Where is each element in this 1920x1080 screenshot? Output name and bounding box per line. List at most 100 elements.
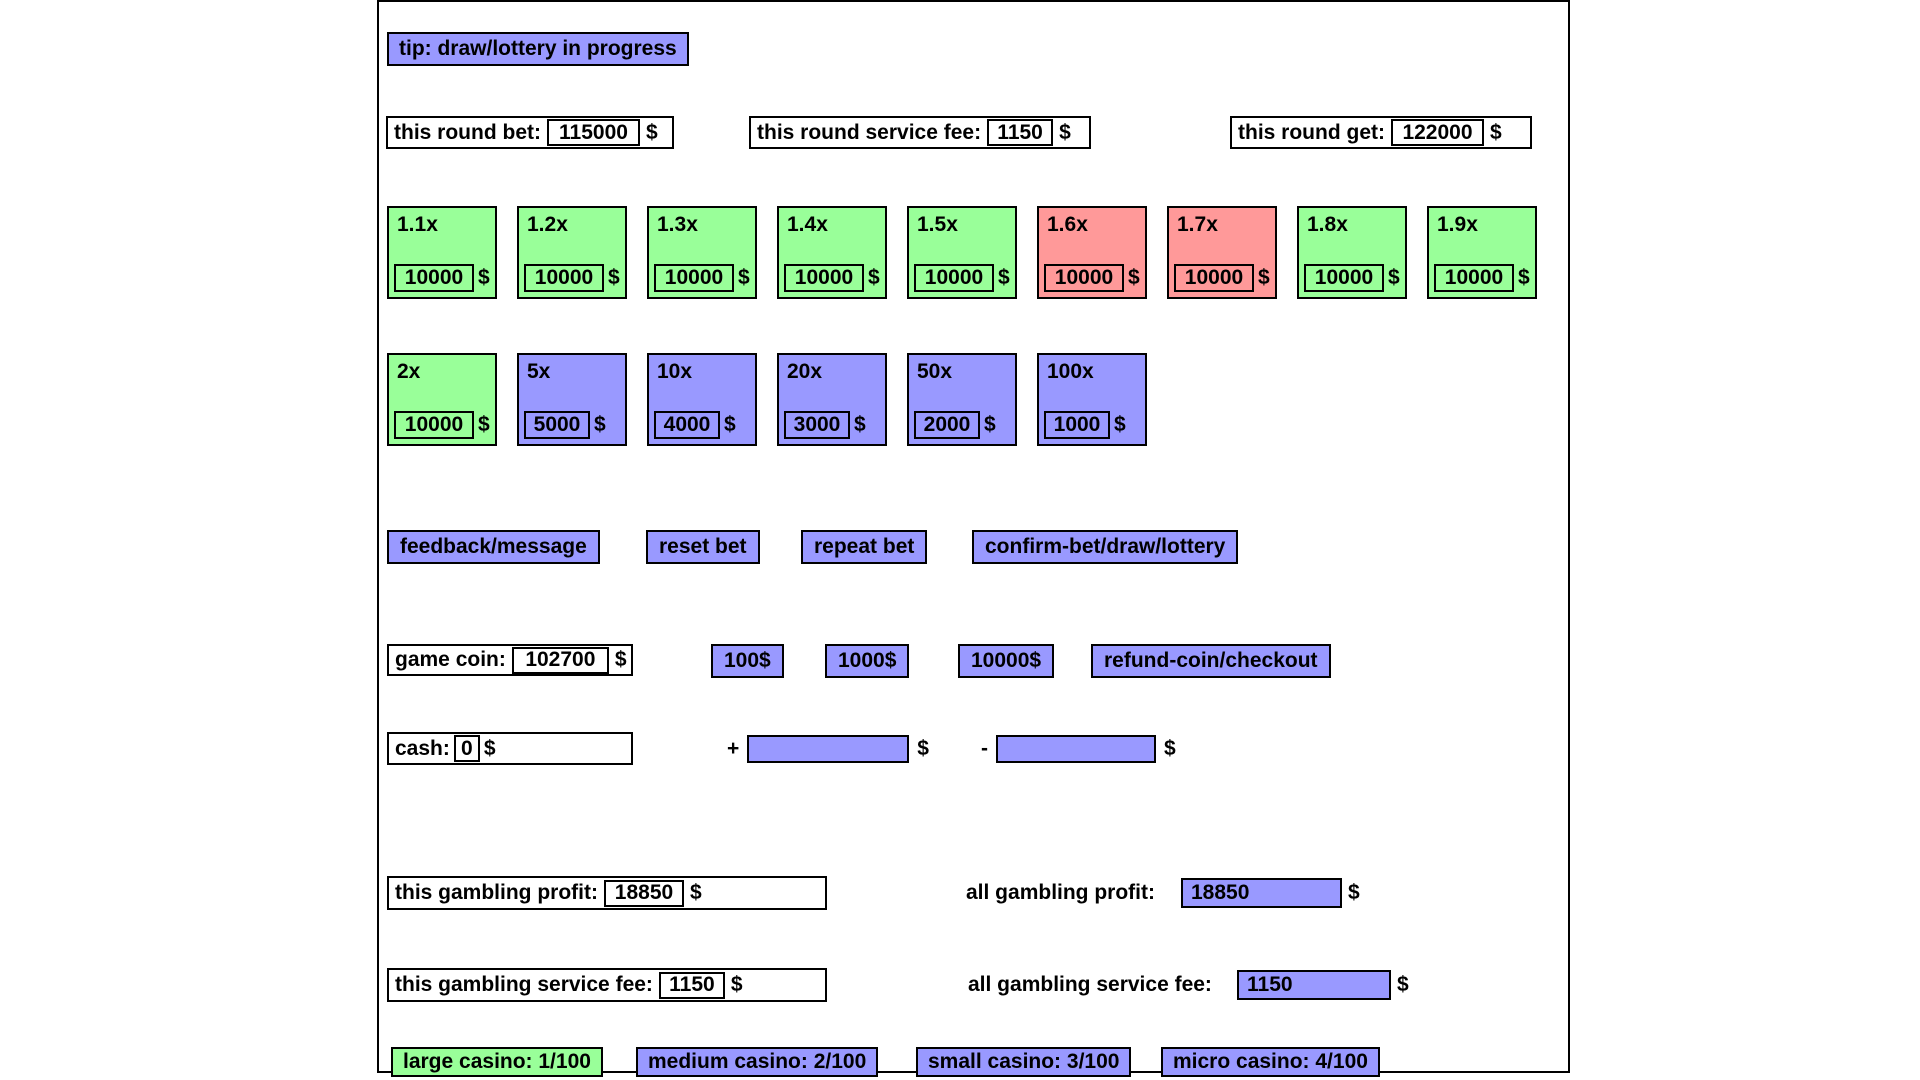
casino-tab-large[interactable]: large casino: 1/100 <box>391 1047 603 1077</box>
minus-sign: - <box>981 736 988 760</box>
this-service-fee-box: this gambling service fee: $ <box>387 968 827 1002</box>
dollar-sign: $ <box>478 413 490 436</box>
round-service-fee-box: this round service fee: $ <box>749 116 1091 149</box>
dollar-sign: $ <box>724 413 736 436</box>
multiplier-label: 50x <box>917 360 953 383</box>
refund-checkout-button[interactable]: refund-coin/checkout <box>1091 644 1331 678</box>
deposit-amount-input[interactable] <box>747 734 910 763</box>
feedback-message-button[interactable]: feedback/message <box>387 530 600 564</box>
multiplier-label: 1.3x <box>657 213 698 236</box>
this-service-fee-input[interactable] <box>658 971 725 999</box>
repeat-bet-button[interactable]: repeat bet <box>801 530 928 564</box>
round-bet-label: this round bet: <box>394 120 541 144</box>
dollar-sign: $ <box>1388 266 1400 289</box>
dollar-sign: $ <box>614 648 627 671</box>
multiplier-label: 1.5x <box>917 213 958 236</box>
dollar-sign: $ <box>1114 413 1126 436</box>
cash-label: cash: <box>395 736 450 760</box>
multiplier-tile-1-3x: 1.3x $ <box>647 206 757 299</box>
multiplier-label: 100x <box>1047 360 1094 383</box>
round-bet-box: this round bet: $ <box>386 116 674 149</box>
dollar-sign: $ <box>917 736 929 760</box>
multiplier-tile-1-7x: 1.7x $ <box>1167 206 1277 299</box>
multiplier-label: 1.6x <box>1047 213 1088 236</box>
casino-tab-micro[interactable]: micro casino: 4/100 <box>1161 1047 1380 1077</box>
multiplier-label: 20x <box>787 360 823 383</box>
cash-input[interactable] <box>453 735 480 762</box>
dollar-sign: $ <box>483 736 496 760</box>
multiplier-label: 10x <box>657 360 693 383</box>
round-service-fee-label: this round service fee: <box>757 120 982 144</box>
this-profit-input[interactable] <box>603 879 684 907</box>
game-coin-box: game coin: $ <box>387 644 633 676</box>
multiplier-label: 5x <box>527 360 551 383</box>
add-100-button[interactable]: 100$ <box>711 644 784 678</box>
round-get-input[interactable] <box>1390 119 1484 146</box>
this-service-fee-label: this gambling service fee: <box>395 973 653 996</box>
this-profit-label: this gambling profit: <box>395 881 598 904</box>
dollar-sign: $ <box>854 413 866 436</box>
dollar-sign: $ <box>1489 120 1502 144</box>
multiplier-tile-1-2x: 1.2x $ <box>517 206 627 299</box>
withdraw-amount-input[interactable] <box>996 734 1156 763</box>
bet-amount-input[interactable] <box>654 411 720 439</box>
bet-amount-input[interactable] <box>1044 411 1110 439</box>
multiplier-tile-1-6x: 1.6x $ <box>1037 206 1147 299</box>
bet-amount-input[interactable] <box>524 264 604 292</box>
dollar-sign: $ <box>645 120 658 144</box>
all-service-fee-input[interactable] <box>1237 970 1391 1000</box>
game-coin-input[interactable] <box>511 646 609 674</box>
this-profit-box: this gambling profit: $ <box>387 876 827 910</box>
multiplier-tile-50x: 50x $ <box>907 353 1017 446</box>
round-service-fee-input[interactable] <box>987 119 1054 146</box>
bet-amount-input[interactable] <box>784 411 850 439</box>
multiplier-tile-20x: 20x $ <box>777 353 887 446</box>
bet-amount-input[interactable] <box>784 264 864 292</box>
add-1000-button[interactable]: 1000$ <box>825 644 910 678</box>
multiplier-tile-1-8x: 1.8x $ <box>1297 206 1407 299</box>
dollar-sign: $ <box>594 413 606 436</box>
dollar-sign: $ <box>1348 881 1360 904</box>
multiplier-label: 1.2x <box>527 213 568 236</box>
dollar-sign: $ <box>689 881 702 904</box>
cash-withdraw-group: - $ <box>981 732 1176 765</box>
casino-game-window: tip: draw/lottery in progress this round… <box>377 0 1570 1077</box>
bet-amount-input[interactable] <box>914 411 980 439</box>
all-profit-label: all gambling profit: <box>966 881 1155 904</box>
multiplier-label: 1.7x <box>1177 213 1218 236</box>
multiplier-label: 1.8x <box>1307 213 1348 236</box>
round-bet-input[interactable] <box>546 119 640 146</box>
bet-amount-input[interactable] <box>1174 264 1254 292</box>
all-profit-input[interactable] <box>1181 878 1342 908</box>
dollar-sign: $ <box>1164 736 1176 760</box>
bet-amount-input[interactable] <box>1434 264 1514 292</box>
confirm-bet-button[interactable]: confirm-bet/draw/lottery <box>972 530 1239 564</box>
bet-amount-input[interactable] <box>1304 264 1384 292</box>
multiplier-label: 1.4x <box>787 213 828 236</box>
all-service-fee-group: all gambling service fee: $ <box>968 968 1409 1002</box>
dollar-sign: $ <box>1258 266 1270 289</box>
multiplier-tile-1-1x: 1.1x $ <box>387 206 497 299</box>
casino-tab-medium[interactable]: medium casino: 2/100 <box>636 1047 879 1077</box>
bet-amount-input[interactable] <box>914 264 994 292</box>
round-get-box: this round get: $ <box>1230 116 1532 149</box>
bet-amount-input[interactable] <box>654 264 734 292</box>
dollar-sign: $ <box>998 266 1010 289</box>
multiplier-tile-2x: 2x $ <box>387 353 497 446</box>
add-10000-button[interactable]: 10000$ <box>958 644 1055 678</box>
bet-amount-input[interactable] <box>394 264 474 292</box>
bet-amount-input[interactable] <box>524 411 590 439</box>
dollar-sign: $ <box>984 413 996 436</box>
reset-bet-button[interactable]: reset bet <box>646 530 760 564</box>
multiplier-tile-1-9x: 1.9x $ <box>1427 206 1537 299</box>
dollar-sign: $ <box>1397 973 1409 996</box>
bet-amount-input[interactable] <box>1044 264 1124 292</box>
dollar-sign: $ <box>1059 120 1071 144</box>
dollar-sign: $ <box>478 266 490 289</box>
game-coin-label: game coin: <box>395 648 506 671</box>
bet-amount-input[interactable] <box>394 411 474 439</box>
casino-tab-small[interactable]: small casino: 3/100 <box>916 1047 1132 1077</box>
dollar-sign: $ <box>738 266 750 289</box>
multiplier-label: 1.9x <box>1437 213 1478 236</box>
multiplier-tile-1-4x: 1.4x $ <box>777 206 887 299</box>
